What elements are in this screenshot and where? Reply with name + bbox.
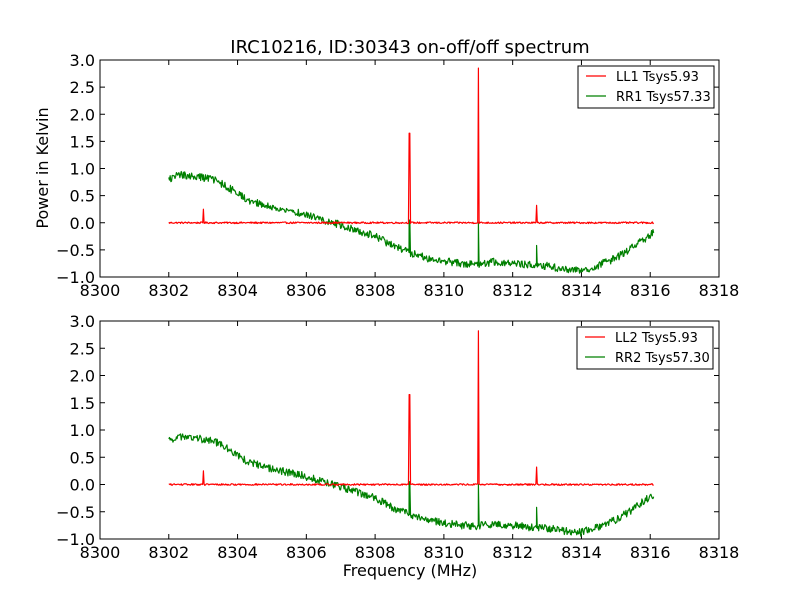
- legend-label: LL1 Tsys5.93: [616, 70, 699, 85]
- y-tick-label: 3.0: [70, 312, 95, 331]
- y-tick-label: 2.0: [70, 105, 95, 124]
- y-axis-label: Power in Kelvin: [33, 107, 52, 228]
- x-tick-label: 8300: [80, 543, 121, 562]
- legend: LL2 Tsys5.93 RR2 Tsys57.30: [576, 326, 714, 370]
- y-tick-label: 2.5: [70, 339, 95, 358]
- plot-area: [168, 67, 655, 274]
- x-tick-label: 8312: [492, 281, 533, 300]
- legend-label: RR2 Tsys57.30: [615, 351, 710, 366]
- series-line-r: [168, 170, 655, 274]
- x-tick-label: 8318: [699, 543, 740, 562]
- y-tick-label: −0.5: [56, 241, 95, 260]
- x-tick-label: 8314: [561, 281, 602, 300]
- x-tick-label: 8316: [630, 543, 671, 562]
- x-tick-label: 8306: [286, 281, 327, 300]
- y-tick-label: 2.0: [70, 367, 95, 386]
- x-tick-label: 8302: [148, 281, 189, 300]
- plot-area: [168, 330, 655, 537]
- x-tick-label: 8302: [148, 543, 189, 562]
- y-tick-label: −0.5: [56, 503, 95, 522]
- y-tick-label: 0.5: [70, 448, 95, 467]
- y-tick-label: 1.0: [70, 421, 95, 440]
- legend-box: [577, 65, 715, 109]
- y-tick-label: 0.5: [70, 187, 95, 206]
- y-tick-label: −1.0: [56, 530, 95, 549]
- series-line-l: [168, 67, 655, 225]
- top-panel: IRC10216, ID:30343 on-off/off spectrum P…: [33, 37, 739, 300]
- x-tick-label: 8308: [355, 281, 396, 300]
- chart-title: IRC10216, ID:30343 on-off/off spectrum: [230, 37, 589, 58]
- x-tick-label: 8316: [630, 281, 671, 300]
- bottom-panel: Frequency (MHz) 8300 8302 8304 8306 8308 8310…: [56, 312, 739, 580]
- legend-label: LL2 Tsys5.93: [615, 331, 698, 346]
- x-tick-label: 8318: [699, 281, 740, 300]
- y-tick-label: 1.0: [70, 160, 95, 179]
- legend-box: [576, 326, 714, 370]
- y-tick-label: 2.5: [70, 78, 95, 97]
- x-tick-label: 8300: [80, 281, 121, 300]
- legend-label: RR1 Tsys57.33: [616, 90, 711, 105]
- x-tick-label: 8310: [424, 281, 465, 300]
- x-tick-label: 8312: [492, 543, 533, 562]
- series-line-r: [168, 433, 655, 537]
- x-tick-label: 8304: [217, 281, 258, 300]
- y-tick-label: 1.5: [70, 132, 95, 151]
- x-tick-label: 8304: [217, 543, 258, 562]
- series-line-l: [168, 330, 654, 486]
- y-tick-label: 0.0: [70, 214, 95, 233]
- x-tick-label: 8310: [424, 543, 465, 562]
- y-tick-label: 3.0: [70, 51, 95, 70]
- legend: LL1 Tsys5.93 RR1 Tsys57.33: [577, 65, 715, 109]
- x-tick-label: 8306: [286, 543, 327, 562]
- x-tick-label: 8314: [561, 543, 602, 562]
- x-axis-label: Frequency (MHz): [343, 561, 477, 580]
- y-tick-label: 0.0: [70, 476, 95, 495]
- y-tick-label: −1.0: [56, 268, 95, 287]
- x-tick-label: 8308: [355, 543, 396, 562]
- y-tick-label: 1.5: [70, 394, 95, 413]
